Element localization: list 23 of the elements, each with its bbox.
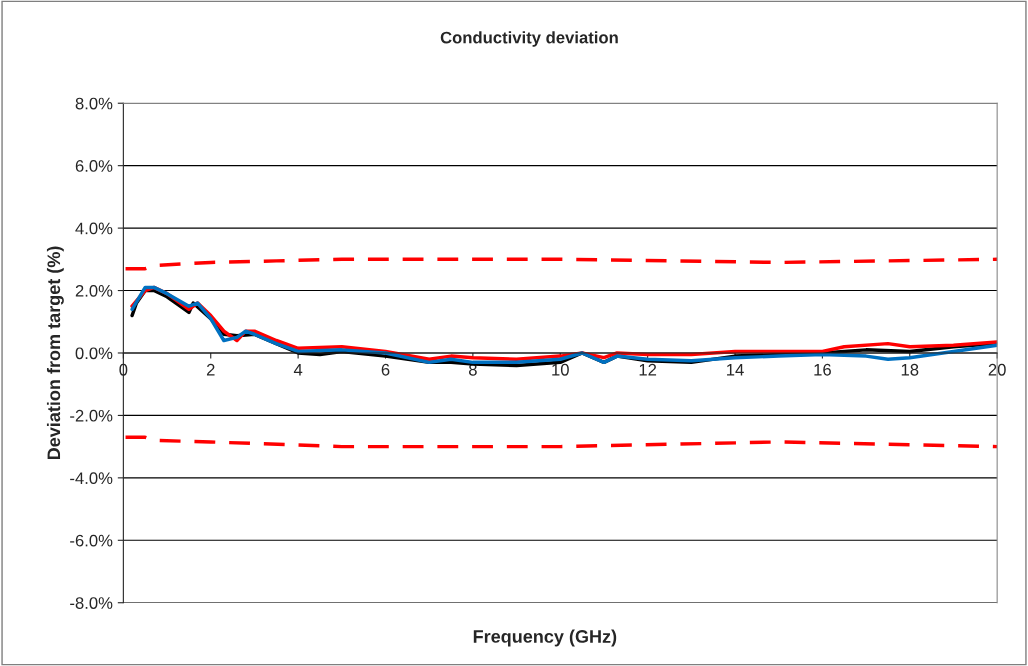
x-tick-label: 18	[901, 363, 919, 376]
x-tick-label: 16	[814, 363, 831, 376]
y-tick-label: -2.0%	[70, 409, 113, 422]
x-tick-label: 4	[293, 364, 303, 376]
y-tick-label: -6.0%	[70, 534, 113, 547]
y-tick-label: 0.0%	[75, 347, 113, 360]
x-tick-label: 2	[206, 363, 215, 376]
line-series	[123, 435, 998, 449]
x-tick-label: 20	[988, 363, 1006, 376]
x-tick-label: 6	[381, 363, 390, 376]
x-tick-label: 10	[552, 363, 569, 376]
x-axis-title: Frequency (GHz)	[473, 629, 617, 647]
y-tick-label: 2.0%	[75, 284, 113, 297]
y-tick-label: 6.0%	[75, 160, 113, 172]
y-tick-label: 4.0%	[75, 222, 113, 235]
chart-title: Conductivity deviation	[440, 31, 618, 47]
y-tick-label: 8.0%	[75, 97, 113, 110]
y-axis-title: Deviation from target (%)	[46, 246, 64, 460]
y-tick-label: -4.0%	[70, 472, 113, 485]
line-series	[123, 257, 998, 271]
x-tick-label: 12	[639, 363, 657, 376]
y-tick-label: -8.0%	[70, 597, 113, 609]
x-tick-label: 14	[727, 364, 744, 376]
